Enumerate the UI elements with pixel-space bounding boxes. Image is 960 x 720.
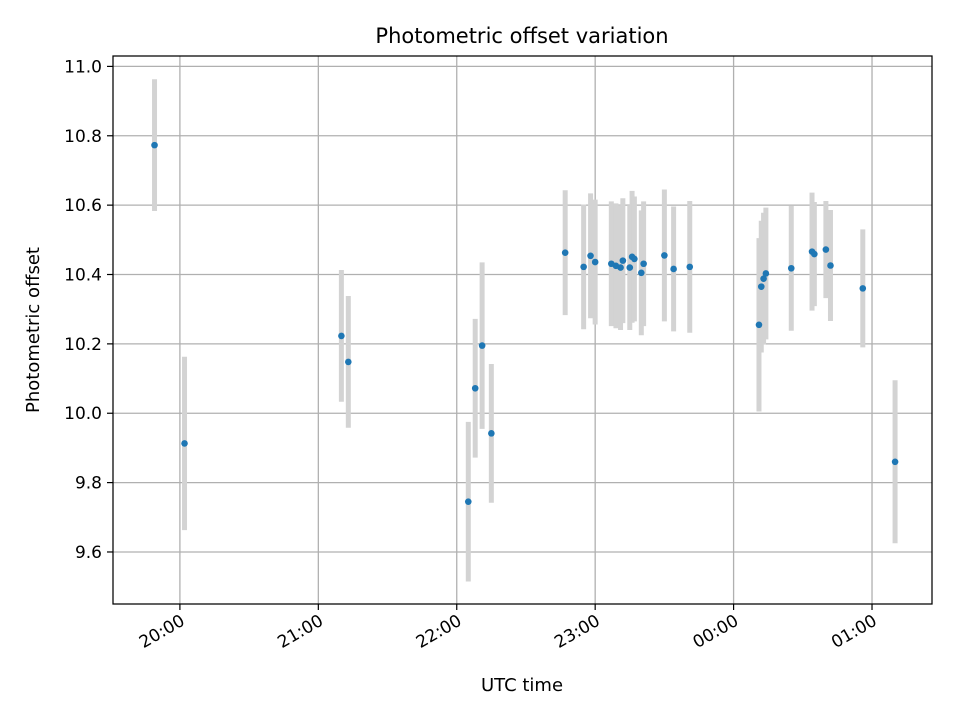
- data-point: [464, 498, 472, 505]
- y-axis: 9.6 9.8 10.0 10.2 10.4 10.6 10.8 11.0: [64, 57, 113, 563]
- x-tick-label: 00:00: [690, 611, 742, 653]
- chart-title: Photometric offset variation: [375, 24, 668, 48]
- data-point: [617, 264, 624, 271]
- data-point: [760, 275, 767, 282]
- grid-lines: [113, 56, 932, 604]
- data-point: [631, 255, 638, 263]
- y-tick-label: 9.6: [75, 543, 102, 563]
- data-point: [757, 283, 765, 290]
- data-point: [338, 332, 345, 340]
- x-axis: 20:00 21:00 22:00 23:00 00:00 01:00: [136, 604, 881, 653]
- data-point: [670, 265, 677, 273]
- y-tick-label: 10.6: [64, 196, 102, 216]
- data-point: [638, 269, 645, 277]
- data-point: [626, 264, 634, 271]
- data-point: [471, 384, 479, 392]
- data-point: [640, 260, 647, 268]
- x-tick-label: 22:00: [413, 611, 465, 653]
- data-point: [151, 141, 158, 149]
- plot-frame: [112, 55, 933, 605]
- y-axis-title: Photometric offset: [23, 247, 44, 413]
- data-point: [561, 249, 569, 256]
- y-tick-label: 10.2: [64, 335, 102, 355]
- data-point: [619, 257, 627, 264]
- data-point: [859, 285, 867, 292]
- data-point: [580, 263, 587, 271]
- x-tick-label: 23:00: [551, 611, 603, 653]
- data-point: [478, 342, 486, 349]
- y-tick-label: 10.8: [64, 127, 102, 147]
- x-tick-label: 21:00: [274, 611, 326, 653]
- data-point: [345, 358, 352, 366]
- x-tick-label: 01:00: [828, 611, 880, 653]
- data-point: [755, 321, 763, 329]
- y-tick-label: 10.4: [64, 266, 102, 286]
- data-point: [587, 252, 594, 260]
- y-tick-label: 11.0: [64, 57, 102, 77]
- x-axis-title: UTC time: [481, 675, 563, 696]
- data-points: [151, 141, 899, 505]
- data-point: [811, 250, 818, 258]
- error-bars: [152, 79, 898, 582]
- data-point: [591, 258, 599, 266]
- y-tick-label: 9.8: [75, 474, 102, 494]
- x-tick-label: 20:00: [136, 611, 188, 653]
- y-tick-label: 10.0: [64, 404, 102, 424]
- data-point: [891, 458, 899, 466]
- data-point: [686, 263, 694, 271]
- data-point: [787, 264, 795, 272]
- data-point: [661, 252, 668, 259]
- data-point: [762, 270, 770, 277]
- data-point: [827, 262, 834, 269]
- data-point: [822, 246, 830, 253]
- data-point: [181, 440, 188, 447]
- data-point: [488, 430, 495, 437]
